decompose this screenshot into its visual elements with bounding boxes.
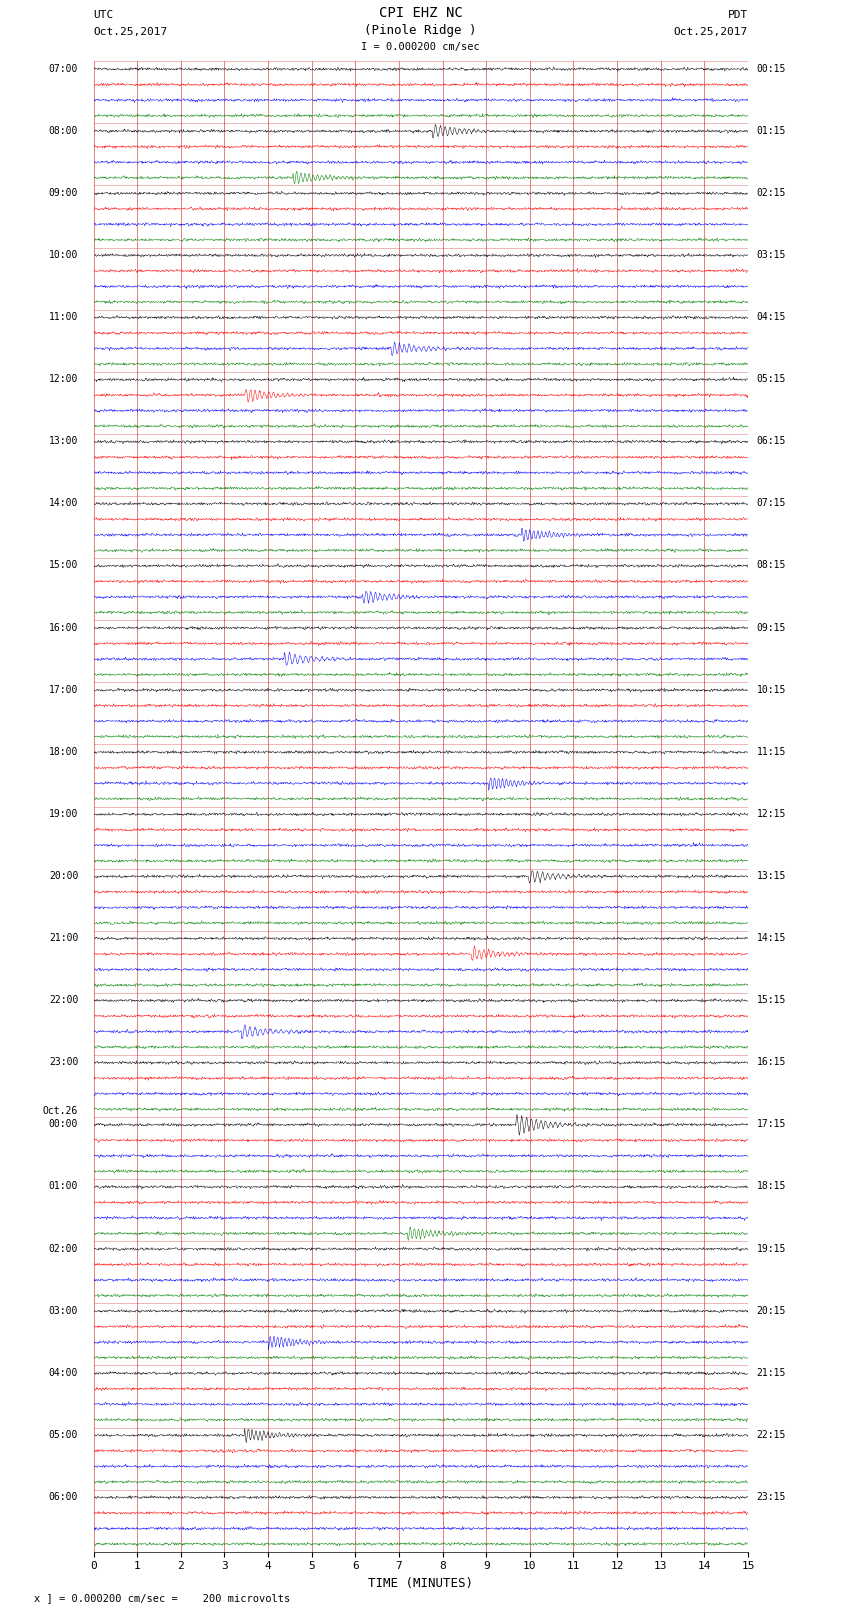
Text: x ] = 0.000200 cm/sec =    200 microvolts: x ] = 0.000200 cm/sec = 200 microvolts bbox=[34, 1594, 290, 1603]
Text: Oct.25,2017: Oct.25,2017 bbox=[94, 27, 167, 37]
Text: 10:00: 10:00 bbox=[48, 250, 78, 260]
Text: 09:00: 09:00 bbox=[48, 187, 78, 198]
Text: 12:15: 12:15 bbox=[756, 808, 786, 819]
Text: 18:15: 18:15 bbox=[756, 1181, 786, 1192]
Text: 01:15: 01:15 bbox=[756, 126, 786, 135]
Text: 14:00: 14:00 bbox=[48, 498, 78, 508]
Text: 13:15: 13:15 bbox=[756, 871, 786, 881]
Text: Oct.25,2017: Oct.25,2017 bbox=[674, 27, 748, 37]
Text: 09:15: 09:15 bbox=[756, 623, 786, 632]
Text: 21:00: 21:00 bbox=[48, 932, 78, 944]
Text: 06:15: 06:15 bbox=[756, 436, 786, 447]
Text: (Pinole Ridge ): (Pinole Ridge ) bbox=[365, 24, 477, 37]
Text: 01:00: 01:00 bbox=[48, 1181, 78, 1192]
Text: 17:00: 17:00 bbox=[48, 684, 78, 695]
Text: 19:15: 19:15 bbox=[756, 1244, 786, 1253]
Text: 17:15: 17:15 bbox=[756, 1119, 786, 1129]
Text: 05:00: 05:00 bbox=[48, 1429, 78, 1440]
Text: 12:00: 12:00 bbox=[48, 374, 78, 384]
Text: 23:15: 23:15 bbox=[756, 1492, 786, 1502]
Text: 16:00: 16:00 bbox=[48, 623, 78, 632]
Text: 14:15: 14:15 bbox=[756, 932, 786, 944]
Text: 18:00: 18:00 bbox=[48, 747, 78, 756]
Text: 15:00: 15:00 bbox=[48, 560, 78, 571]
Text: 15:15: 15:15 bbox=[756, 995, 786, 1005]
Text: 23:00: 23:00 bbox=[48, 1057, 78, 1068]
Text: 22:00: 22:00 bbox=[48, 995, 78, 1005]
Text: 02:15: 02:15 bbox=[756, 187, 786, 198]
Text: 11:15: 11:15 bbox=[756, 747, 786, 756]
Text: 03:00: 03:00 bbox=[48, 1305, 78, 1316]
Text: 20:00: 20:00 bbox=[48, 871, 78, 881]
Text: 21:15: 21:15 bbox=[756, 1368, 786, 1378]
Text: 20:15: 20:15 bbox=[756, 1305, 786, 1316]
Text: I = 0.000200 cm/sec: I = 0.000200 cm/sec bbox=[361, 42, 480, 52]
Text: 16:15: 16:15 bbox=[756, 1057, 786, 1068]
Text: 19:00: 19:00 bbox=[48, 808, 78, 819]
Text: 13:00: 13:00 bbox=[48, 436, 78, 447]
Text: 06:00: 06:00 bbox=[48, 1492, 78, 1502]
Text: 07:00: 07:00 bbox=[48, 63, 78, 74]
Text: Oct.26: Oct.26 bbox=[43, 1107, 78, 1116]
Text: 03:15: 03:15 bbox=[756, 250, 786, 260]
Text: 22:15: 22:15 bbox=[756, 1429, 786, 1440]
Text: 04:15: 04:15 bbox=[756, 311, 786, 323]
Text: CPI EHZ NC: CPI EHZ NC bbox=[379, 5, 462, 19]
X-axis label: TIME (MINUTES): TIME (MINUTES) bbox=[368, 1578, 473, 1590]
Text: 10:15: 10:15 bbox=[756, 684, 786, 695]
Text: 02:00: 02:00 bbox=[48, 1244, 78, 1253]
Text: UTC: UTC bbox=[94, 10, 114, 19]
Text: 11:00: 11:00 bbox=[48, 311, 78, 323]
Text: 04:00: 04:00 bbox=[48, 1368, 78, 1378]
Text: 08:15: 08:15 bbox=[756, 560, 786, 571]
Text: 08:00: 08:00 bbox=[48, 126, 78, 135]
Text: 00:15: 00:15 bbox=[756, 63, 786, 74]
Text: 07:15: 07:15 bbox=[756, 498, 786, 508]
Text: 00:00: 00:00 bbox=[48, 1119, 78, 1129]
Text: PDT: PDT bbox=[728, 10, 748, 19]
Text: 05:15: 05:15 bbox=[756, 374, 786, 384]
